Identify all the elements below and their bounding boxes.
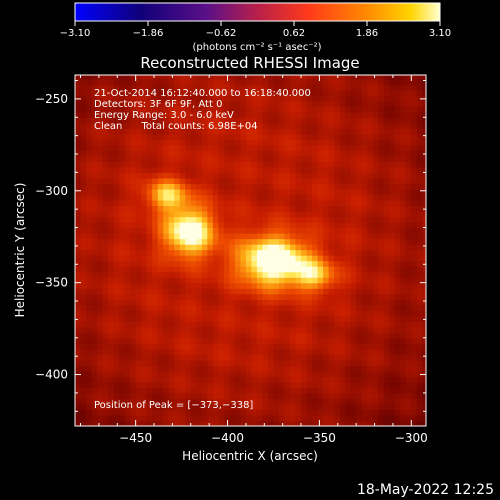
colorbar-ticks: −3.10 −1.86 −0.62 0.62 1.86 3.10 <box>60 21 451 39</box>
colorbar-gradient <box>74 2 441 22</box>
heatmap-image <box>75 75 426 426</box>
annotation-line: 21-Oct-2014 16:12:40.000 to 16:18:40.000 <box>94 88 311 99</box>
annotation-line: Energy Range: 3.0 - 6.0 keV <box>94 110 234 121</box>
colorbar-tick-label: 0.62 <box>283 28 305 39</box>
x-axis-title: Heliocentric X (arcsec) <box>182 449 318 463</box>
y-tick-label: −400 <box>35 368 68 382</box>
colorbar-unit-label: (photons cm⁻² s⁻¹ asec⁻²) <box>192 42 321 53</box>
y-tick-label: −250 <box>35 92 68 106</box>
timestamp: 18-May-2022 12:25 <box>357 482 494 498</box>
y-axis: −250 −300 −350 −400 <box>35 80 426 412</box>
colorbar-tick-label: −1.86 <box>133 28 164 39</box>
x-tick-label: −350 <box>303 431 336 445</box>
colorbar-tick-label: −3.10 <box>60 28 91 39</box>
colorbar-tick-label: 1.86 <box>356 28 378 39</box>
colorbar-tick-label: −0.62 <box>206 28 237 39</box>
y-tick-label: −300 <box>35 184 68 198</box>
annotation-block: 21-Oct-2014 16:12:40.000 to 16:18:40.000… <box>94 88 311 132</box>
plot-frame <box>74 74 427 427</box>
peak-position-label: Position of Peak = [−373,−338] <box>94 400 253 411</box>
y-axis-title: Heliocentric Y (arcsec) <box>13 183 27 318</box>
colorbar: −3.10 −1.86 −0.62 0.62 1.86 3.10 (photons cm⁻… <box>60 2 451 53</box>
y-tick-label: −350 <box>35 276 68 290</box>
chart-title: Reconstructed RHESSI Image <box>140 54 359 72</box>
colorbar-tick-label: 3.10 <box>429 28 451 39</box>
x-axis: −450 −400 −350 −300 <box>80 75 428 445</box>
x-tick-label: −400 <box>211 431 244 445</box>
x-tick-label: −300 <box>395 431 428 445</box>
x-tick-label: −450 <box>119 431 152 445</box>
annotation-line: Detectors: 3F 6F 9F, Att 0 <box>94 99 222 110</box>
annotation-line: Clean Total counts: 6.98E+04 <box>94 121 258 132</box>
